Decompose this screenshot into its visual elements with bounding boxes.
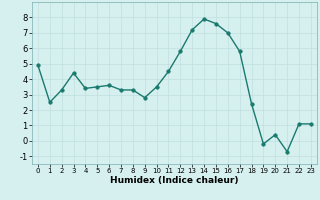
X-axis label: Humidex (Indice chaleur): Humidex (Indice chaleur) xyxy=(110,176,239,185)
